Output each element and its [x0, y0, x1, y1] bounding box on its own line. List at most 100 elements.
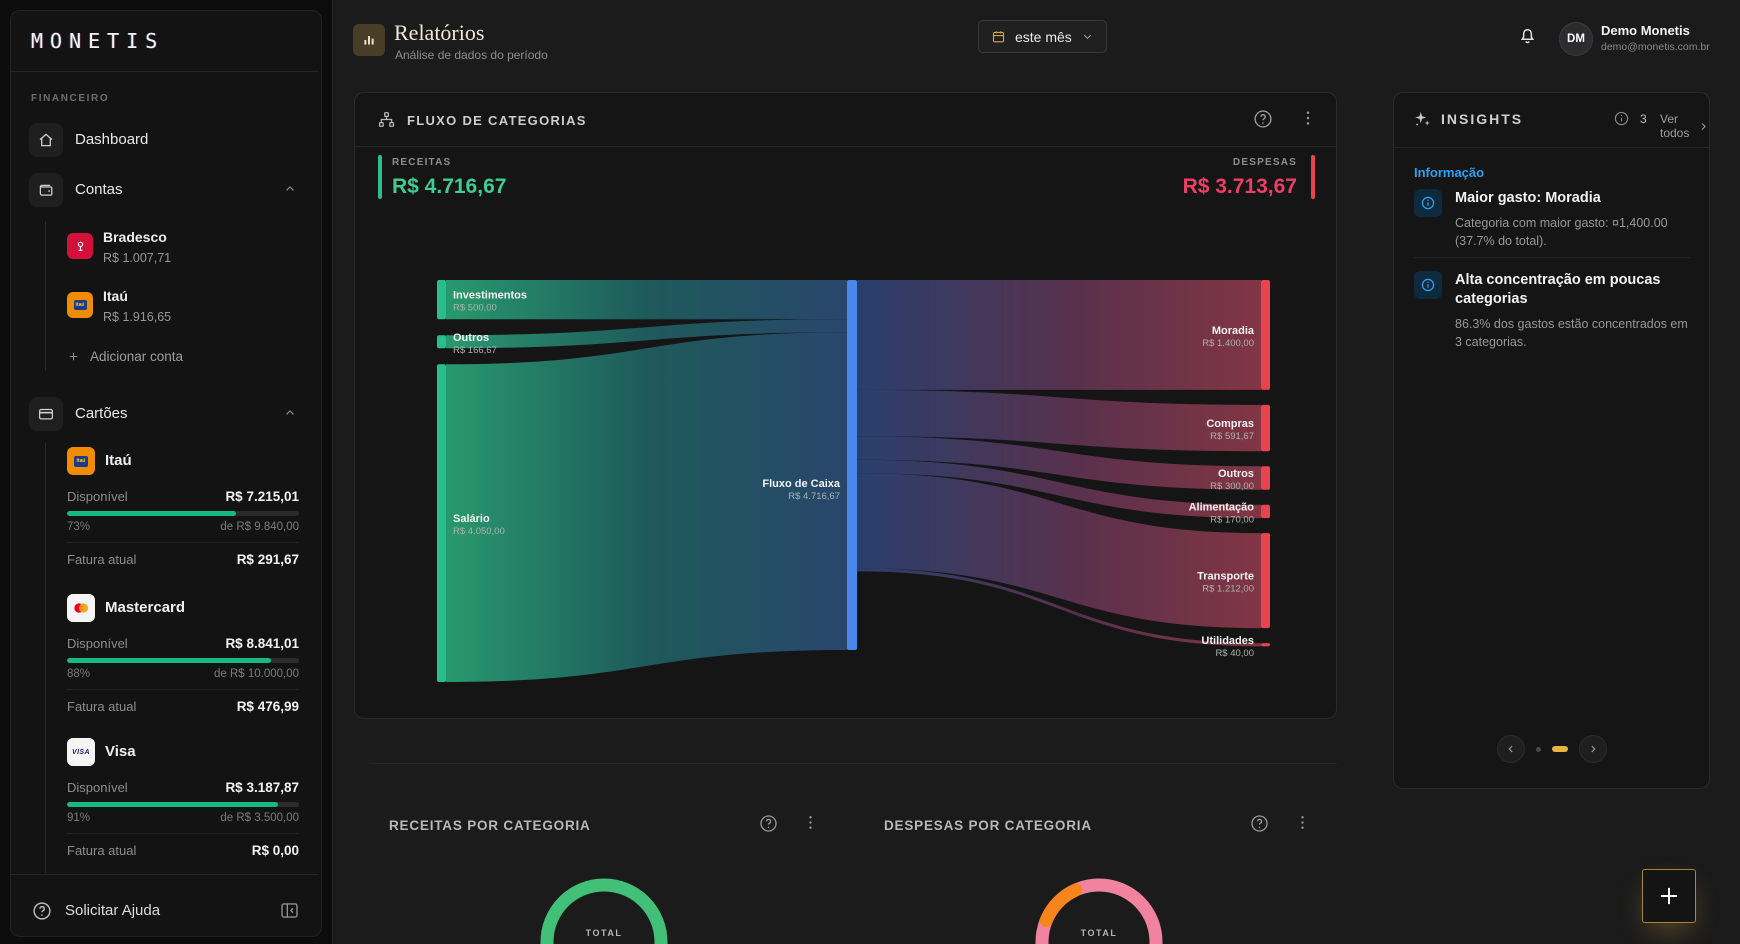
period-selector[interactable]: este mês: [978, 20, 1107, 53]
more-options-button[interactable]: [1298, 108, 1318, 128]
sankey-flow: [857, 436, 1261, 490]
despesas-label: DESPESAS: [1232, 157, 1297, 168]
sankey-node-bar: [437, 335, 446, 349]
sankey-node-value: R$ 4.716,67: [788, 491, 840, 502]
insight-item[interactable]: Alta concentração em poucas categorias 8…: [1414, 271, 1690, 351]
account-balance: R$ 1.007,71: [103, 251, 172, 265]
main-area: Relatórios Análise de dados do período e…: [332, 0, 1740, 944]
plus-icon: [67, 350, 80, 363]
flow-chart-icon: [377, 110, 396, 129]
sidebar-item-dashboard[interactable]: Dashboard: [29, 123, 303, 157]
user-email: demo@monetis.com.br: [1601, 41, 1710, 53]
collapse-sidebar-button[interactable]: [279, 900, 300, 921]
help-circle-button[interactable]: [1249, 813, 1270, 834]
wallet-icon: [29, 173, 63, 207]
more-options-button[interactable]: [801, 813, 820, 832]
available-value: R$ 3.187,87: [225, 780, 299, 795]
credit-card-item-itau[interactable]: itaú Itaú Disponível R$ 7.215,01 73% de R$…: [67, 447, 303, 577]
credit-card-item-visa[interactable]: VISA Visa Disponível R$ 3.187,87 91% de R$…: [67, 738, 303, 868]
sidebar-footer-divider: [11, 874, 319, 875]
insight-item[interactable]: Maior gasto: Moradia Categoria com maior…: [1414, 189, 1690, 250]
insights-pagination: [1394, 735, 1709, 763]
receitas-chart-title: RECEITAS POR CATEGORIA: [389, 818, 591, 833]
view-all-button[interactable]: Ver todos: [1660, 112, 1709, 140]
card-limit-progress: [67, 802, 299, 807]
sankey-node-bar: [1261, 466, 1270, 490]
sidebar-item-contas[interactable]: Contas: [29, 173, 303, 207]
card-name: Mastercard: [105, 599, 186, 616]
app-logo: MONETIS: [31, 29, 165, 53]
home-icon: [29, 123, 63, 157]
insights-title: INSIGHTS: [1441, 111, 1524, 127]
donut-segment: [1039, 883, 1083, 928]
available-label: Disponível: [67, 780, 128, 795]
prev-page-button[interactable]: [1496, 735, 1525, 763]
donut-center-label: TOTAL: [1080, 928, 1118, 938]
sankey-flow: [857, 568, 1261, 647]
invoice-value: R$ 291,67: [236, 552, 299, 567]
sankey-node-value: R$ 1.400,00: [1202, 338, 1254, 349]
help-circle-button[interactable]: [1252, 108, 1274, 130]
sidebar-item-label: Contas: [75, 181, 123, 198]
reports-icon: [353, 24, 385, 56]
insight-title: Alta concentração em poucas categorias: [1455, 272, 1661, 307]
info-icon: [1414, 271, 1442, 299]
avatar[interactable]: DM: [1559, 22, 1593, 56]
invoice-label: Fatura atual: [67, 552, 137, 567]
sankey-flow: [857, 389, 1261, 452]
sankey-node-label: Compras: [1206, 418, 1254, 430]
receitas-donut-chart: [540, 878, 668, 944]
insight-category-label: Informação: [1414, 165, 1485, 180]
sankey-flow: [857, 459, 1261, 519]
sankey-flow: [446, 280, 847, 320]
receitas-total: R$ 4.716,67: [392, 175, 507, 198]
sankey-node-value: R$ 40,00: [1215, 648, 1254, 659]
available-value: R$ 7.215,01: [225, 489, 299, 504]
sidebar-divider: [11, 71, 319, 72]
itau-bank-icon: itaú: [67, 292, 93, 318]
insight-title: Maior gasto: Moradia: [1455, 190, 1601, 206]
sankey-flow: [446, 319, 847, 349]
sankey-node-label: Moradia: [1212, 325, 1255, 337]
sankey-node-label: Investimentos: [453, 290, 527, 302]
limit-value: de R$ 3.500,00: [220, 812, 299, 824]
flow-card: FLUXO DE CATEGORIAS RECEITAS R$ 4.716,67…: [354, 92, 1337, 719]
sankey-node-label: Utilidades: [1201, 635, 1254, 647]
despesas-total: R$ 3.713,67: [1182, 175, 1297, 198]
page-title: Relatórios: [394, 20, 485, 45]
available-label: Disponível: [67, 489, 128, 504]
info-circle-icon: [1613, 110, 1630, 127]
sidebar-footer: Solicitar Ajuda: [31, 897, 301, 927]
page-dot-active[interactable]: [1551, 746, 1568, 752]
card-name: Visa: [105, 743, 136, 760]
flow-card-title: FLUXO DE CATEGORIAS: [407, 113, 587, 128]
calendar-icon: [991, 29, 1006, 44]
chevron-up-icon: [283, 406, 297, 420]
notifications-button[interactable]: [1517, 26, 1538, 47]
user-name: Demo Monetis: [1601, 23, 1690, 38]
sankey-node-label: Alimentação: [1189, 501, 1255, 513]
account-item-itau[interactable]: itaú Itaú R$ 1.916,65: [67, 288, 303, 332]
account-name: Itaú: [103, 288, 128, 304]
despesas-accent-bar: [1311, 155, 1315, 199]
more-options-button[interactable]: [1293, 813, 1312, 832]
add-transaction-fab[interactable]: [1642, 869, 1696, 923]
visa-icon: VISA: [67, 738, 95, 766]
add-account-button[interactable]: Adicionar conta: [67, 349, 183, 364]
sankey-node-value: R$ 591,67: [1210, 431, 1254, 442]
sidebar-item-cartoes[interactable]: Cartões: [29, 397, 303, 431]
sankey-node-bar: [437, 364, 446, 682]
donut-segment: [1035, 878, 1163, 944]
percent-used: 73%: [67, 521, 91, 533]
next-page-button[interactable]: [1578, 735, 1607, 763]
account-item-bradesco[interactable]: Bradesco R$ 1.007,71: [67, 229, 303, 273]
insight-description: Categoria com maior gasto: ¤1,400.00 (37…: [1455, 215, 1668, 248]
available-value: R$ 8.841,01: [225, 636, 299, 651]
help-circle-button[interactable]: [758, 813, 779, 834]
sidebar: MONETIS FINANCEIRO Dashboard Contas: [10, 10, 322, 937]
page-dot[interactable]: [1535, 746, 1541, 752]
chevron-down-icon: [1081, 30, 1094, 43]
credit-card-item-mastercard[interactable]: Mastercard Disponível R$ 8.841,01 88% de R…: [67, 594, 303, 724]
help-button[interactable]: [31, 900, 53, 922]
limit-value: de R$ 10.000,00: [213, 668, 299, 680]
